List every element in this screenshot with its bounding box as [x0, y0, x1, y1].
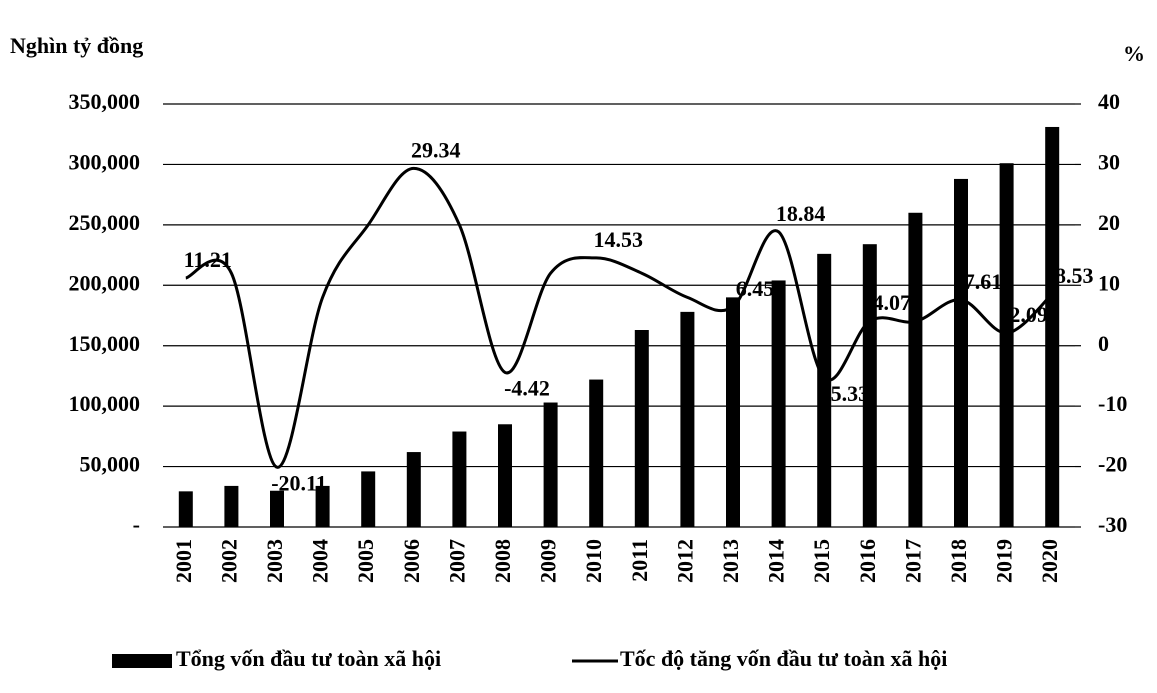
- x-tick-label: 2005: [353, 539, 378, 583]
- x-tick-label: 2010: [581, 539, 606, 583]
- x-tick-label: 2020: [1037, 539, 1062, 583]
- bar: [954, 178, 968, 527]
- x-tick-label: 2003: [262, 539, 287, 583]
- data-label: 8.53: [1055, 263, 1094, 288]
- bar: [498, 424, 512, 527]
- data-label: -4.42: [504, 375, 550, 400]
- y-tick-label: 150,000: [69, 331, 141, 356]
- data-label: 4.07: [873, 290, 912, 315]
- y-tick-label: 50,000: [80, 452, 141, 477]
- y-tick-label: 250,000: [69, 210, 141, 235]
- bar: [543, 402, 558, 527]
- y2-tick-label: 20: [1098, 210, 1120, 235]
- bar: [908, 212, 923, 527]
- x-tick-label: 2008: [490, 539, 515, 583]
- y2-tick-label: 10: [1098, 270, 1120, 295]
- bar: [680, 311, 695, 527]
- bar: [406, 452, 421, 527]
- data-label: -20.11: [271, 470, 327, 495]
- x-tick-label: 2016: [855, 539, 880, 583]
- x-tick-label: 2007: [444, 539, 469, 583]
- line: [185, 166, 1054, 469]
- x-tick-label: 2009: [536, 539, 561, 583]
- legend-swatch: [112, 654, 172, 668]
- x-tick-label: 2011: [627, 539, 652, 582]
- data-label: 18.84: [776, 201, 826, 226]
- x-tick-label: 2018: [946, 539, 971, 583]
- y2-tick-label: 30: [1098, 149, 1120, 174]
- bar: [178, 491, 193, 527]
- x-tick-label: 2015: [809, 539, 834, 583]
- legend-label: Tổng vốn đầu tư toàn xã hội: [176, 646, 441, 671]
- x-tick-label: 2013: [718, 539, 743, 583]
- y-tick-label: 350,000: [69, 89, 141, 114]
- data-label: 7.61: [964, 269, 1003, 294]
- bar: [999, 163, 1014, 527]
- bar: [452, 431, 467, 527]
- x-tick-label: 2019: [992, 539, 1017, 583]
- bar: [1045, 126, 1060, 527]
- y2-tick-label: -20: [1098, 452, 1127, 477]
- x-tick-label: 2001: [171, 539, 196, 583]
- y-axis-title: Nghìn tỷ đồng: [10, 33, 143, 58]
- bar: [726, 297, 740, 527]
- y-tick-label: -: [133, 512, 140, 537]
- bar: [862, 244, 877, 528]
- x-tick-label: 2014: [764, 539, 789, 583]
- data-label: 29.34: [411, 137, 461, 162]
- legend-label: Tốc độ tăng vốn đầu tư toàn xã hội: [620, 646, 947, 671]
- bar: [224, 485, 239, 527]
- bar: [270, 490, 284, 527]
- y-tick-label: 100,000: [69, 391, 141, 416]
- data-label: 11.21: [184, 247, 232, 272]
- x-tick-label: 2012: [672, 539, 697, 583]
- y2-tick-label: -30: [1098, 512, 1127, 537]
- bar: [315, 485, 330, 527]
- y2-tick-label: 40: [1098, 89, 1120, 114]
- data-label: -5.33: [823, 381, 869, 406]
- y2-tick-label: -10: [1098, 391, 1127, 416]
- bar: [634, 330, 649, 527]
- x-tick-label: 2004: [308, 539, 333, 583]
- bar: [771, 280, 786, 527]
- bar: [817, 253, 832, 527]
- x-tick-label: 2017: [900, 539, 925, 583]
- data-label: 6.45: [736, 276, 775, 301]
- data-label: 14.53: [593, 227, 643, 252]
- x-tick-label: 2002: [216, 539, 241, 583]
- data-label: 2.09: [1009, 302, 1048, 327]
- y-tick-label: 300,000: [69, 149, 141, 174]
- bar: [589, 379, 604, 527]
- y2-axis-title: %: [1123, 41, 1145, 66]
- x-tick-label: 2006: [399, 539, 424, 583]
- y2-tick-label: 0: [1098, 331, 1109, 356]
- y-tick-label: 200,000: [69, 270, 141, 295]
- bar: [361, 471, 376, 527]
